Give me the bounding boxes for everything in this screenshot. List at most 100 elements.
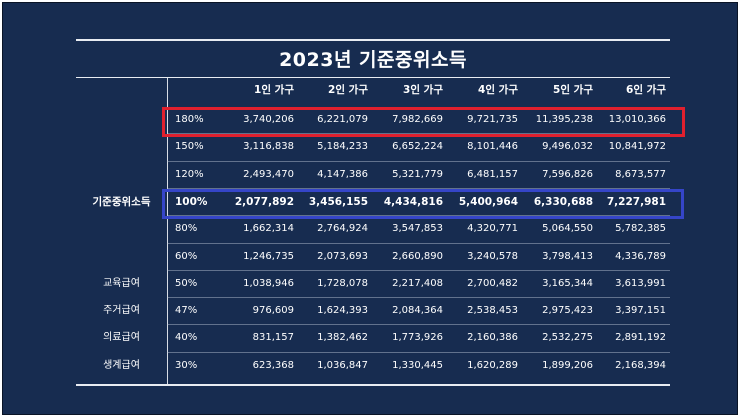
row-separator <box>167 324 670 326</box>
table-cell: 2,073,693 <box>317 250 368 262</box>
table-cell: 3,240,578 <box>467 250 518 262</box>
table-cell: 831,157 <box>252 332 294 344</box>
row-label: 기준중위소득 <box>92 195 151 208</box>
table-cell: 4,434,816 <box>383 195 443 208</box>
table-cell: 3,456,155 <box>308 195 368 208</box>
table-cell: 2,077,892 <box>234 195 294 208</box>
row-separator <box>167 187 670 189</box>
row-separator <box>167 351 670 353</box>
table-cell: 5,064,550 <box>542 223 593 235</box>
table-cell: 7,596,826 <box>542 168 593 180</box>
table-cell: 976,609 <box>252 305 294 317</box>
table-row: 주거급여 47% 976,609 1,624,393 2,084,364 2,538,45… <box>76 300 670 322</box>
table-cell: 2,084,364 <box>392 305 443 317</box>
row-percent: 180% <box>175 114 204 125</box>
row-percent: 150% <box>175 141 204 153</box>
row-label <box>76 109 167 131</box>
table-cell: 3,165,344 <box>542 277 593 289</box>
row-percent: 60% <box>175 250 198 262</box>
row-percent: 50% <box>175 277 198 289</box>
table-row: 80% 1,662,314 2,764,924 3,547,853 4,320,771 5… <box>76 218 670 240</box>
table-row: 의료급여 40% 831,157 1,382,462 1,773,926 2,160,38… <box>76 327 670 349</box>
row-percent: 100% <box>175 195 208 208</box>
table-cell: 1,620,289 <box>467 359 518 371</box>
table-cell: 4,320,771 <box>467 223 518 235</box>
table-row: 기준중위소득 100% 2,077,892 3,456,155 4,434,816 5,4… <box>76 191 670 213</box>
table-cell: 7,982,669 <box>392 114 443 125</box>
header-row: 1인 가구 2인 가구 3인 가구 4인 가구 5인 가구 6인 가구 <box>76 79 670 101</box>
column-header: 2인 가구 <box>328 84 368 96</box>
table-cell: 2,538,453 <box>467 305 518 317</box>
row-label <box>76 246 167 268</box>
table-cell: 2,493,470 <box>243 168 294 180</box>
row-label <box>76 136 167 158</box>
table-cell: 3,116,838 <box>243 141 294 153</box>
table-cell: 1,773,926 <box>392 332 443 344</box>
table-cell: 2,217,408 <box>392 277 443 289</box>
column-header: 4인 가구 <box>478 84 518 96</box>
row-percent: 30% <box>175 359 198 371</box>
table-cell: 623,368 <box>252 359 294 371</box>
table-cell: 6,652,224 <box>392 141 443 153</box>
row-label: 생계급여 <box>103 359 140 371</box>
row-percent: 80% <box>175 223 198 235</box>
table-row: 교육급여 50% 1,038,946 1,728,078 2,217,408 2,700,… <box>76 273 670 295</box>
row-percent: 120% <box>175 168 204 180</box>
table-cell: 4,336,789 <box>615 250 666 262</box>
table-cell: 3,798,413 <box>542 250 593 262</box>
row-separator <box>167 269 670 271</box>
table-cell: 1,246,735 <box>243 250 294 262</box>
table-cell: 2,168,394 <box>615 359 666 371</box>
table-cell: 7,227,981 <box>606 195 666 208</box>
column-header: 3인 가구 <box>403 84 443 96</box>
table-cell: 4,147,386 <box>317 168 368 180</box>
table-cell: 6,481,157 <box>467 168 518 180</box>
table-cell: 2,891,192 <box>615 332 666 344</box>
table-cell: 9,721,735 <box>467 114 518 125</box>
column-header: 1인 가구 <box>254 84 294 96</box>
table-row: 생계급여 30% 623,368 1,036,847 1,330,445 1,620,28… <box>76 355 670 377</box>
table-cell: 1,662,314 <box>243 223 294 235</box>
row-label: 교육급여 <box>103 277 140 289</box>
table-cell: 5,321,779 <box>392 168 443 180</box>
table-row: 150% 3,116,838 5,184,233 6,652,224 8,101,446… <box>76 136 670 158</box>
table-cell: 2,160,386 <box>467 332 518 344</box>
table-cell: 3,613,991 <box>615 277 666 289</box>
table-cell: 1,036,847 <box>317 359 368 371</box>
column-header: 6인 가구 <box>626 84 666 96</box>
row-separator <box>167 215 670 217</box>
header-rule <box>76 77 670 78</box>
table-cell: 9,496,032 <box>542 141 593 153</box>
table-cell: 2,975,423 <box>542 305 593 317</box>
row-label: 주거급여 <box>103 305 140 317</box>
row-separator <box>167 160 670 162</box>
table-cell: 5,400,964 <box>458 195 518 208</box>
table-cell: 6,221,079 <box>317 114 368 125</box>
table-row: 120% 2,493,470 4,147,386 5,321,779 6,481,157… <box>76 164 670 186</box>
table-cell: 10,841,972 <box>608 141 666 153</box>
table-cell: 6,330,688 <box>533 195 593 208</box>
table-cell: 11,395,238 <box>535 114 593 125</box>
row-separator <box>167 133 670 135</box>
highlight-box-180 <box>162 107 685 137</box>
table-cell: 5,184,233 <box>317 141 368 153</box>
table-cell: 5,782,385 <box>615 223 666 235</box>
table-cell: 13,010,366 <box>608 114 666 125</box>
table-title: 2023년 기준중위소득 <box>279 49 467 71</box>
table-row: 60% 1,246,735 2,073,693 2,660,890 3,240,578 3… <box>76 246 670 268</box>
table-cell: 3,740,206 <box>243 114 294 125</box>
highlight-box-100 <box>162 188 684 219</box>
bottom-rule <box>76 384 670 386</box>
row-separator <box>167 297 670 299</box>
table-cell: 1,038,946 <box>243 277 294 289</box>
table-cell: 1,330,445 <box>392 359 443 371</box>
top-rule <box>76 39 670 41</box>
table-cell: 1,382,462 <box>317 332 368 344</box>
row-label <box>76 164 167 186</box>
table-cell: 1,624,393 <box>317 305 368 317</box>
row-percent: 47% <box>175 305 198 317</box>
row-percent: 40% <box>175 332 198 344</box>
table-cell: 1,899,206 <box>542 359 593 371</box>
table-cell: 2,700,482 <box>467 277 518 289</box>
